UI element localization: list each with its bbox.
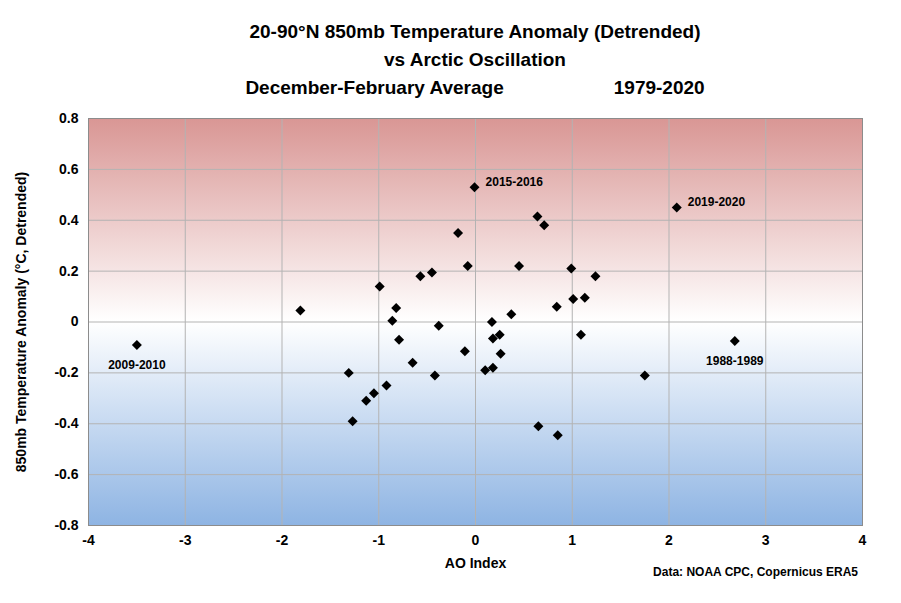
html-text:vs Arctic Oscillation: vs Arctic Oscillation xyxy=(384,49,566,70)
html-text:Data: NOAA CPC, Copernicus ERA: Data: NOAA CPC, Copernicus ERA5 xyxy=(653,565,858,579)
svg-text:0.2: 0.2 xyxy=(59,263,79,279)
svg-text:0.4: 0.4 xyxy=(59,212,79,228)
html-text:1979-2020: 1979-2020 xyxy=(613,77,705,98)
svg-text:850mb Temperature Anomaly (°C,: 850mb Temperature Anomaly (°C, Detrended… xyxy=(13,172,29,472)
svg-text:0: 0 xyxy=(71,313,79,329)
svg-text:2015-2016: 2015-2016 xyxy=(486,175,544,189)
svg-text:4: 4 xyxy=(859,532,867,548)
svg-text:-1: -1 xyxy=(373,532,386,548)
svg-text:-0.8: -0.8 xyxy=(54,517,78,533)
svg-text:2019-2020: 2019-2020 xyxy=(688,195,746,209)
svg-text:-2: -2 xyxy=(276,532,289,548)
svg-text:AO Index: AO Index xyxy=(445,555,507,571)
svg-text:-0.4: -0.4 xyxy=(54,415,78,431)
svg-text:-0.2: -0.2 xyxy=(54,364,78,380)
html-text:20-90°N 850mb Temperature Anom: 20-90°N 850mb Temperature Anomaly (Detre… xyxy=(249,21,701,42)
svg-text:-4: -4 xyxy=(82,532,95,548)
svg-text:0: 0 xyxy=(472,532,480,548)
svg-text:0.6: 0.6 xyxy=(59,161,79,177)
svg-text:1: 1 xyxy=(568,532,576,548)
svg-text:0.8: 0.8 xyxy=(59,110,79,126)
html-text:December-February Average: December-February Average xyxy=(245,77,504,98)
svg-text:3: 3 xyxy=(762,532,770,548)
svg-text:2009-2010: 2009-2010 xyxy=(108,358,166,372)
svg-text:2: 2 xyxy=(665,532,673,548)
svg-text:1988-1989: 1988-1989 xyxy=(706,354,764,368)
svg-text:-3: -3 xyxy=(179,532,192,548)
svg-text:-0.6: -0.6 xyxy=(54,466,78,482)
